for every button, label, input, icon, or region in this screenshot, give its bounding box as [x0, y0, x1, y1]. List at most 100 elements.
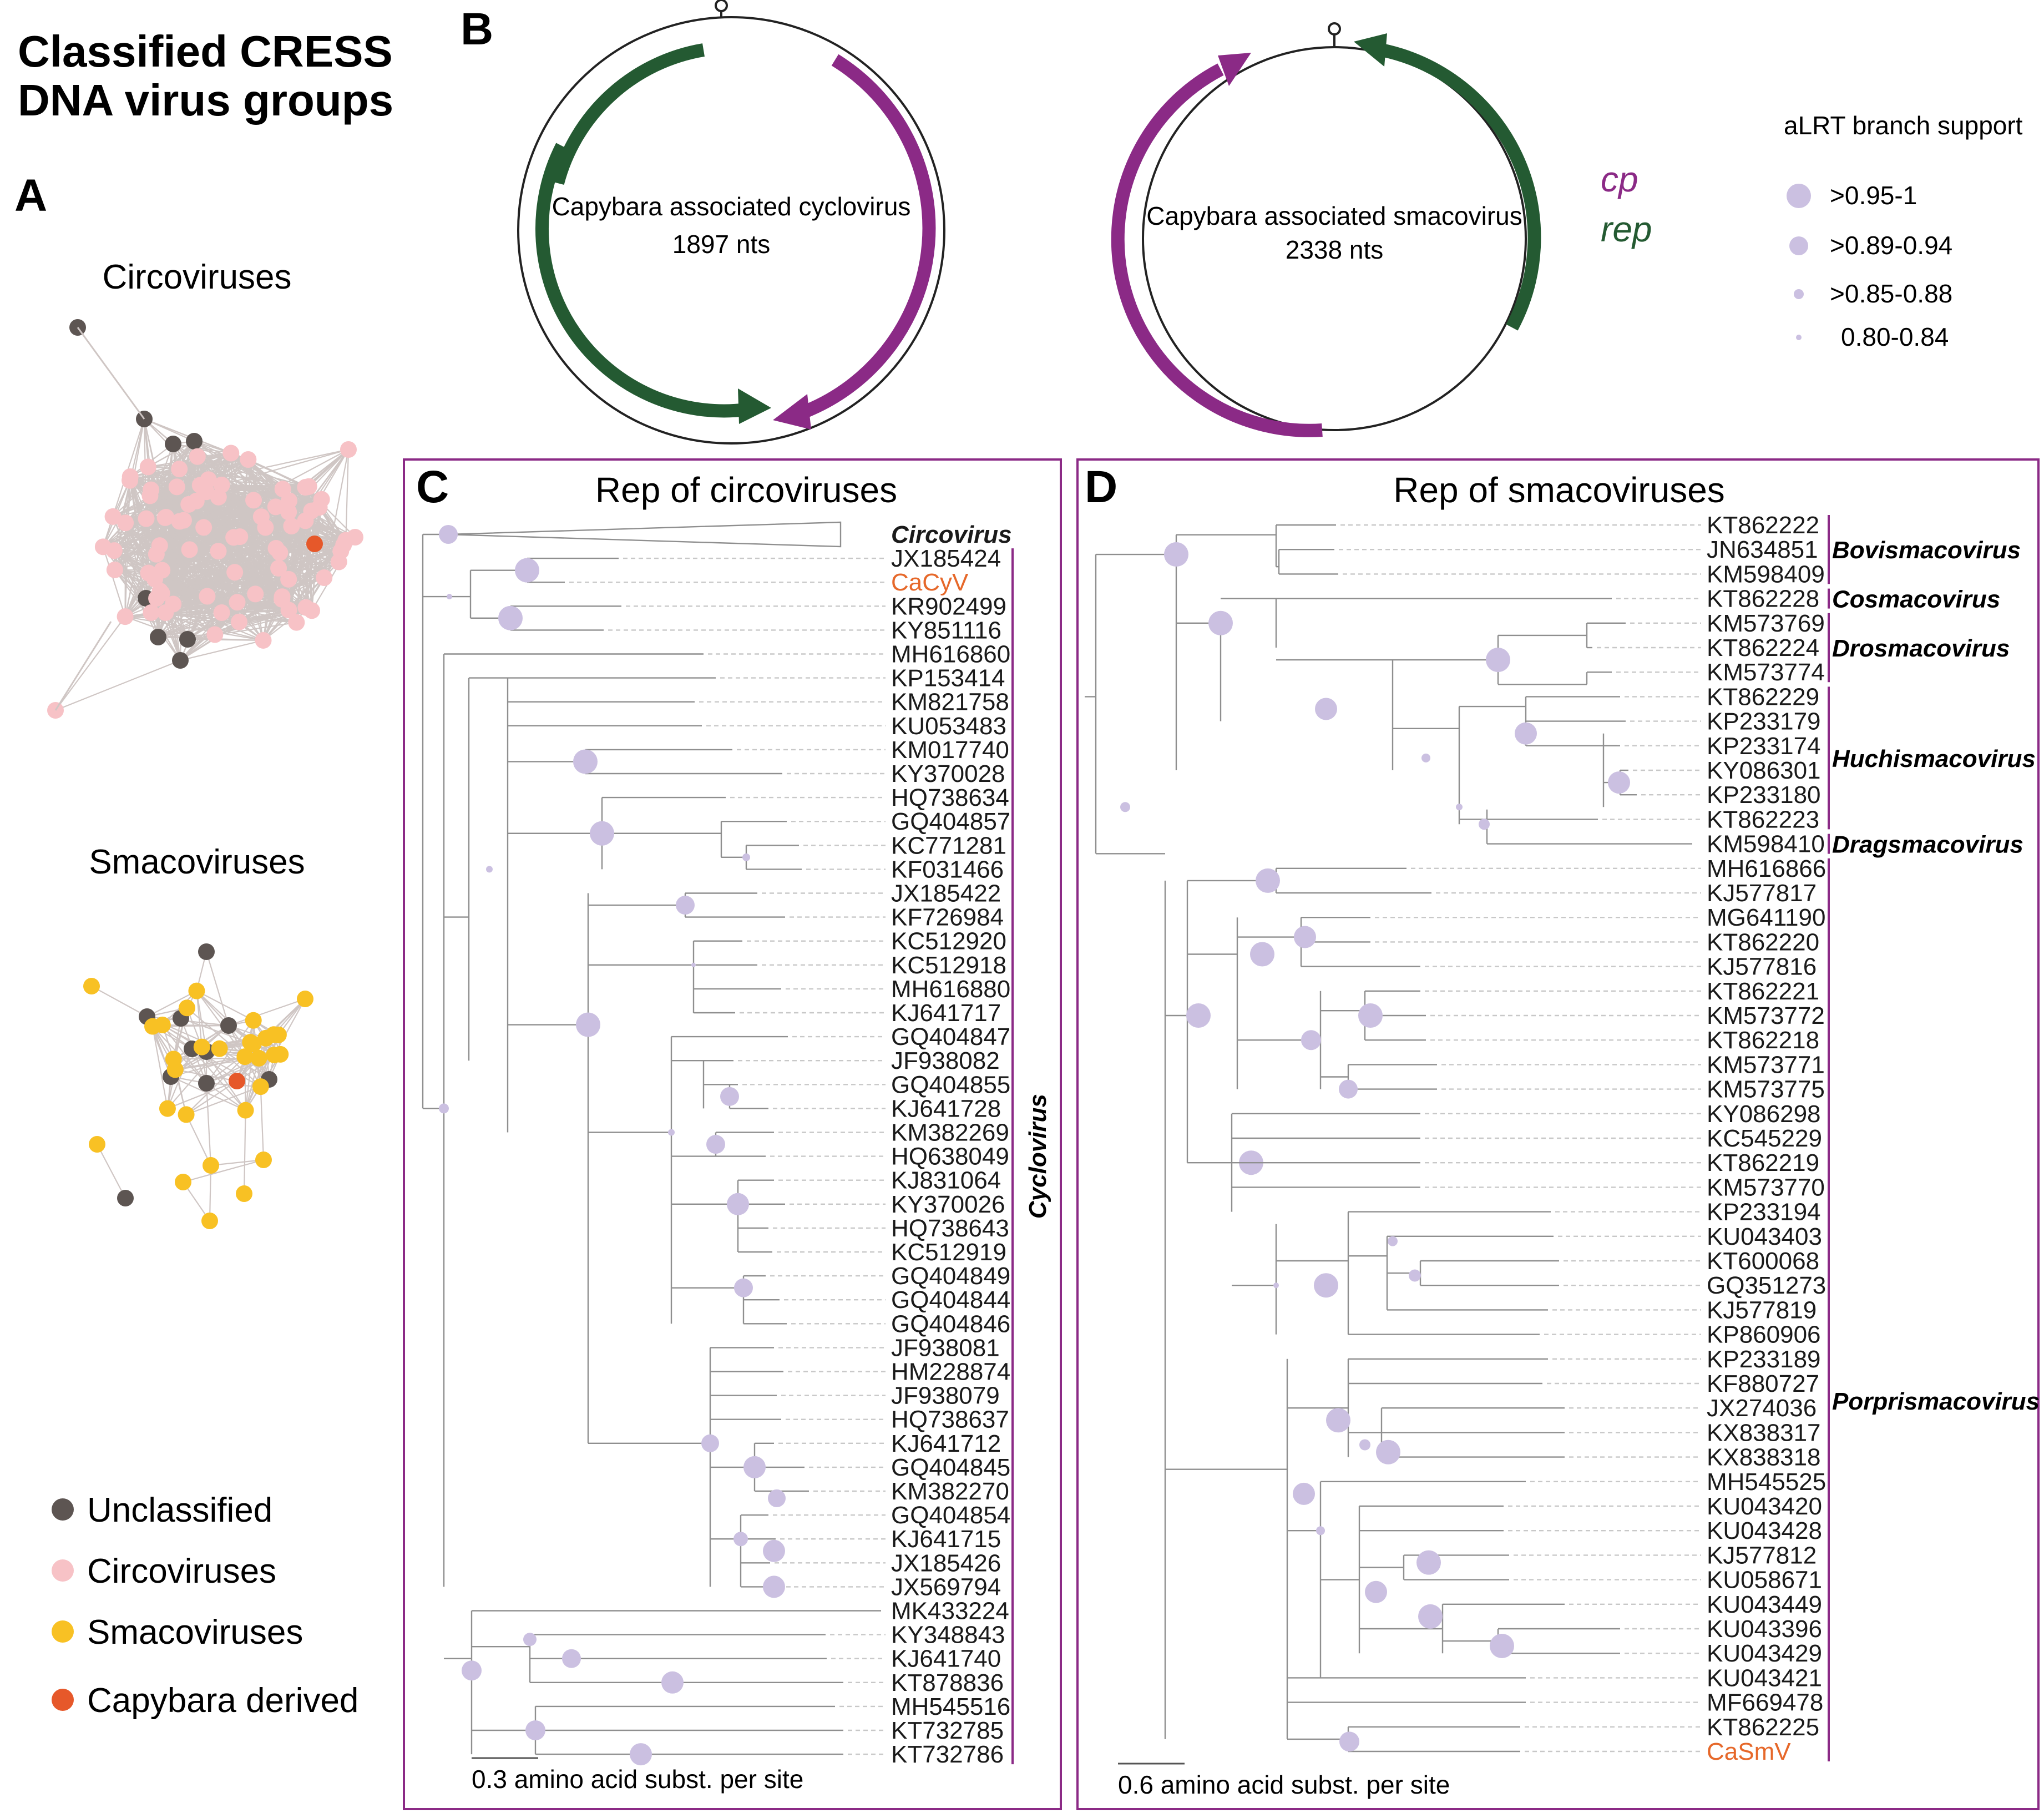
network-node [201, 1213, 218, 1229]
tree-c-leaf-label: JX185426 [891, 1549, 1001, 1577]
tree-c-leaf-label: KY851116 [891, 617, 1001, 644]
tree-d-leaf-label: GQ351273 [1707, 1272, 1826, 1299]
tree-d-leaf-label: KU043428 [1707, 1517, 1822, 1544]
network-edge [55, 659, 181, 711]
network-edge [125, 616, 264, 642]
tree-d-clade-label: Bovismacovirus [1832, 537, 2021, 564]
network-node [252, 1078, 269, 1095]
cyclovirus-rep-exon2 [535, 143, 747, 418]
panel-label-d: D [1085, 462, 1117, 512]
network-node [266, 1046, 283, 1063]
network-node [122, 472, 139, 489]
network-node [181, 541, 198, 558]
tree-d-leaf-label: KP233189 [1707, 1346, 1821, 1373]
tree-d-leaf-label: KC545229 [1707, 1125, 1822, 1152]
network-node [297, 991, 313, 1007]
tree-c-support-bubble [486, 866, 493, 873]
network-node [168, 478, 185, 496]
circovirus-network [47, 319, 363, 719]
tree-d-leaf-label: KF880727 [1707, 1370, 1819, 1397]
tree-c-leaf-label: GQ404845 [891, 1454, 1010, 1481]
network-node [117, 1190, 134, 1206]
tree-d-leaf-label: KU043396 [1707, 1615, 1822, 1643]
smacovirus-stem-loop-icon [1328, 22, 1341, 36]
tree-c-support-bubble [768, 1489, 786, 1507]
support-bubble-2 [1794, 289, 1804, 299]
tree-d-leaf-label: KM573775 [1707, 1076, 1825, 1103]
network-node [257, 519, 274, 536]
smacovirus-cp-arrowhead [1218, 53, 1251, 86]
tree-d-support-bubble [1409, 1269, 1421, 1282]
tree-d-support-bubble [1608, 771, 1630, 794]
legend-dot-smacoviruses [52, 1620, 74, 1643]
network-edge [196, 991, 203, 1047]
tree-c-support-bubble [661, 1671, 684, 1694]
network-node [198, 1075, 215, 1092]
network-node [83, 978, 100, 994]
network-edge [205, 951, 230, 1026]
tree-d-leaf-label: KU043403 [1707, 1223, 1822, 1250]
tree-c-leaf-label: KJ641740 [891, 1645, 1001, 1673]
tree-c-clade-label: Cyclovirus [1024, 1094, 1051, 1219]
network-node [175, 512, 192, 529]
network-node [211, 1040, 228, 1057]
network-legend: Unclassified Circoviruses Smacoviruses C… [52, 1491, 358, 1720]
network-node [220, 1017, 237, 1034]
network-edge [173, 443, 231, 454]
network-node [203, 1157, 219, 1174]
support-label-3: 0.80-0.84 [1841, 322, 1949, 351]
tree-c-leaf-label: KF726984 [891, 904, 1004, 931]
network-edge [156, 527, 266, 555]
panel-label-a: A [14, 170, 47, 221]
tree-c-leaf-label: JF938082 [891, 1047, 1000, 1074]
network-node [288, 614, 305, 631]
tree-d-support-bubble [1186, 1003, 1211, 1028]
network-node [213, 604, 230, 622]
smacovirus-rep-arc [1380, 43, 1541, 331]
tree-d-leaf-label: KM598409 [1707, 560, 1825, 588]
network-node [222, 445, 240, 462]
tree-d-leaf-label: KX838318 [1707, 1444, 1821, 1471]
tree-c-support-bubble [462, 1660, 482, 1681]
support-bubble-0 [1787, 184, 1811, 208]
tree-d-leaf-label: KT862225 [1707, 1714, 1819, 1741]
tree-d-leaf-label: KU043429 [1707, 1640, 1822, 1667]
tree-d-title: Rep of smacoviruses [1393, 470, 1725, 510]
tree-d-support-bubble [1359, 1439, 1370, 1451]
tree-c-leaf-label: KF031466 [891, 856, 1004, 883]
network-node [150, 629, 166, 645]
tree-c-leaf-label: GQ404854 [891, 1502, 1010, 1529]
tree-c-leaf-label: JF938079 [891, 1382, 1000, 1410]
tree-c-leaf-label: KT732786 [891, 1741, 1004, 1768]
network-node [199, 588, 216, 605]
tree-d-leaf-label: KM573771 [1707, 1051, 1825, 1078]
network-node [191, 477, 209, 494]
network-edge [305, 487, 356, 538]
network-node [283, 517, 300, 534]
network-node [257, 1029, 274, 1047]
cyclovirus-rep-exon1 [551, 43, 705, 185]
network-edge [260, 1087, 265, 1160]
support-legend-title: aLRT branch support [1784, 111, 2023, 140]
tree-d-support-bubble [1376, 1440, 1400, 1464]
tree-d-leaf-label: KP233180 [1707, 781, 1821, 809]
circovirus-network-title: Circoviruses [102, 258, 291, 296]
network-node [175, 1174, 191, 1190]
tree-c-leaf-label: MH616860 [891, 641, 1010, 668]
network-node [106, 561, 123, 578]
support-label-2: >0.85-0.88 [1830, 279, 1952, 308]
tree-d-clade-label: Huchismacovirus [1832, 745, 2036, 772]
network-node [213, 476, 230, 493]
network-edge [167, 1080, 237, 1109]
network-edge [345, 449, 350, 541]
network-edge [228, 998, 306, 1027]
network-node [267, 498, 284, 516]
tree-d-support-bubble [1208, 610, 1233, 635]
tree-d-leaf-label: KP860906 [1707, 1321, 1821, 1349]
network-edge [189, 453, 232, 550]
legend-label-smacoviruses: Smacoviruses [87, 1613, 303, 1652]
tree-c-support-bubble [447, 594, 452, 600]
network-node [229, 1073, 245, 1089]
tree-d-leaf-label: KJ577819 [1707, 1296, 1817, 1324]
network-node [274, 588, 291, 605]
